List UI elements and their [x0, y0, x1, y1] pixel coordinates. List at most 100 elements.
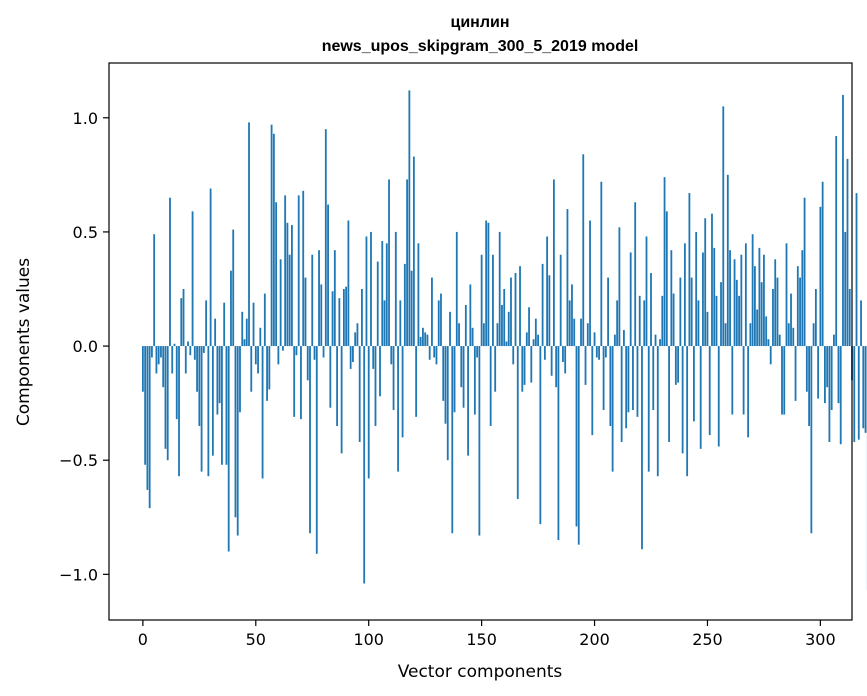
bar-178: [543, 346, 546, 360]
bar-126: [426, 334, 429, 347]
bar-105: [379, 346, 381, 397]
bar-258: [724, 323, 727, 347]
bar-192: [575, 346, 578, 527]
bar-291: [799, 277, 801, 347]
bar-189: [568, 300, 571, 347]
bar-172: [530, 346, 533, 383]
bar-51: [257, 346, 259, 374]
bar-86: [336, 346, 338, 426]
bar-252: [711, 213, 713, 347]
bar-70: [300, 346, 302, 420]
bar-139: [455, 231, 458, 347]
bar-131: [437, 300, 440, 347]
bar-89: [342, 289, 345, 347]
bar-238: [679, 277, 682, 347]
bar-267: [744, 243, 747, 347]
bar-225: [650, 273, 652, 347]
bar-123: [419, 336, 422, 347]
bar-155: [492, 254, 494, 347]
bar-302: [824, 346, 826, 404]
bar-31: [211, 346, 214, 456]
bar-194: [580, 318, 582, 347]
bar-245: [695, 231, 698, 347]
bar-12: [169, 197, 171, 347]
x-axis-label: Vector components: [398, 662, 563, 682]
bar-54: [263, 293, 266, 347]
bar-113: [397, 346, 399, 472]
bar-83: [329, 346, 332, 408]
bar-207: [609, 346, 612, 426]
bar-37: [225, 346, 228, 465]
bar-112: [394, 231, 397, 347]
bar-57: [270, 124, 273, 347]
bar-1: [144, 346, 147, 465]
bar-149: [478, 346, 481, 536]
bar-10: [164, 346, 167, 449]
bar-134: [444, 346, 447, 424]
bar-119: [410, 270, 413, 347]
bar-81: [324, 129, 327, 347]
bar-69: [297, 195, 300, 347]
bar-20: [187, 341, 189, 347]
bar-13: [171, 346, 174, 374]
bar-304: [828, 346, 831, 442]
bar-118: [408, 90, 411, 347]
bar-179: [546, 236, 549, 347]
bar-188: [566, 209, 569, 347]
bar-138: [453, 346, 456, 413]
bar-292: [801, 250, 804, 347]
bar-23: [193, 346, 196, 360]
bar-144: [467, 346, 469, 456]
bar-115: [401, 346, 404, 438]
bar-268: [747, 346, 750, 438]
bar-240: [683, 243, 686, 347]
bar-228: [656, 346, 659, 477]
bar-283: [781, 346, 783, 415]
bar-263: [735, 279, 738, 347]
bar-305: [830, 346, 833, 410]
bar-27: [202, 346, 205, 353]
bar-124: [422, 327, 424, 347]
bar-262: [733, 259, 736, 347]
bar-209: [613, 334, 616, 347]
bar-289: [794, 346, 797, 401]
bar-318: [860, 300, 862, 347]
bar-284: [783, 346, 786, 415]
y-tick-label: −0.5: [59, 451, 98, 470]
bar-94: [354, 332, 357, 347]
bar-137: [451, 346, 454, 534]
bar-286: [787, 323, 790, 347]
bar-181: [550, 346, 553, 376]
bar-47: [248, 122, 250, 347]
bar-34: [218, 346, 221, 404]
bar-288: [792, 327, 795, 347]
x-axis-ticks: 0 50 100 150 200 250 300: [138, 620, 836, 649]
y-axis-ticks: −1.0 −0.5 0.0 0.5 1.0: [59, 109, 109, 584]
bar-50: [254, 346, 257, 365]
bar-160: [503, 289, 506, 347]
bar-136: [449, 311, 451, 347]
bar-215: [627, 346, 630, 413]
bar-90: [345, 286, 348, 347]
bar-303: [826, 346, 829, 388]
bar-43: [239, 346, 241, 413]
bar-233: [668, 346, 670, 442]
bar-294: [805, 346, 808, 392]
bar-311: [844, 231, 847, 347]
bar-36: [223, 302, 226, 347]
bar-208: [611, 346, 614, 472]
bar-210: [616, 300, 619, 347]
bar-307: [835, 136, 838, 347]
bar-24: [196, 346, 198, 392]
bar-249: [704, 218, 707, 347]
bar-95: [356, 323, 359, 347]
bar-59: [275, 202, 278, 347]
bar-202: [598, 346, 600, 360]
bar-247: [699, 346, 702, 449]
bar-97: [361, 289, 363, 347]
bar-266: [742, 346, 745, 415]
bar-121: [415, 346, 418, 417]
bar-63: [284, 195, 287, 347]
bar-285: [785, 243, 788, 347]
bar-162: [507, 311, 510, 347]
